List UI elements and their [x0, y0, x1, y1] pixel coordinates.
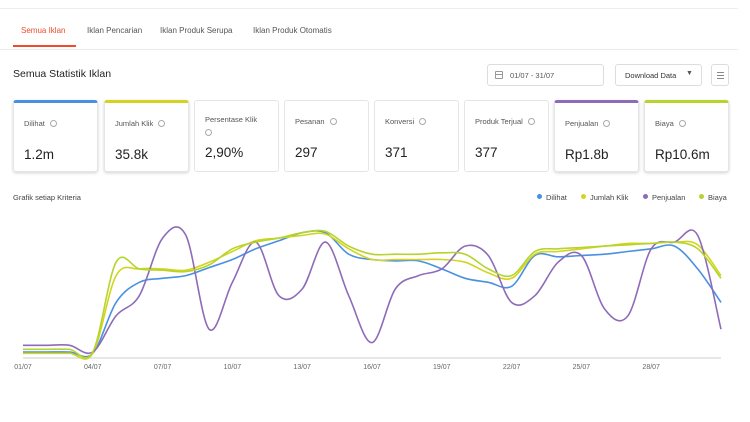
tab-iklan-produk-otomatis[interactable]: Iklan Produk Otomatis	[253, 26, 332, 35]
metric-card-persentase-klik[interactable]: Persentase Klik 2,90%	[194, 100, 279, 172]
metric-value: 2,90%	[205, 145, 244, 160]
tab-iklan-pencarian[interactable]: Iklan Pencarian	[87, 26, 143, 35]
series-line-biaya[interactable]	[23, 229, 722, 359]
section-title: Semua Statistik Iklan	[13, 68, 112, 80]
calendar-icon	[495, 71, 503, 79]
metric-label: Pesanan	[295, 116, 337, 127]
metric-label-text: Jumlah Klik	[115, 119, 154, 128]
metric-value: 297	[295, 145, 318, 160]
x-tick-label: 07/07	[154, 364, 172, 371]
legend-label: Biaya	[708, 193, 727, 202]
info-icon[interactable]	[49, 120, 57, 127]
metric-label-text: Konversi	[385, 117, 415, 126]
legend-item-biaya[interactable]: Biaya	[699, 193, 727, 202]
metric-label-text: Pesanan	[295, 117, 325, 126]
metric-value: Rp10.6m	[655, 147, 710, 162]
date-range-value: 01/07 - 31/07	[510, 71, 555, 80]
series-line-jumlah-klik[interactable]	[23, 232, 722, 360]
metric-label-text: Produk Terjual	[475, 117, 523, 126]
info-icon[interactable]	[678, 120, 686, 127]
download-data-button[interactable]: Download Data ▼	[615, 64, 702, 86]
info-icon[interactable]	[527, 118, 535, 125]
metric-card-konversi[interactable]: Konversi 371	[374, 100, 459, 172]
info-icon[interactable]	[603, 120, 611, 127]
metric-label-text: Biaya	[655, 119, 674, 128]
legend-item-dilihat[interactable]: Dilihat	[537, 193, 567, 202]
x-tick-label: 28/07	[642, 364, 660, 371]
metric-label: Biaya	[655, 118, 686, 129]
ads-tabs: Semua Iklan Iklan Pencarian Iklan Produk…	[0, 8, 738, 50]
legend-item-penjualan[interactable]: Penjualan	[643, 193, 685, 202]
info-icon[interactable]	[158, 120, 166, 127]
column-menu-button[interactable]	[711, 64, 729, 86]
active-tab-indicator	[13, 45, 76, 47]
metric-label-text: Penjualan	[565, 119, 599, 128]
chevron-down-icon: ▼	[686, 70, 693, 77]
info-icon[interactable]	[329, 118, 337, 125]
metric-label-text: Dilihat	[24, 119, 45, 128]
metric-value: 35.8k	[115, 147, 149, 162]
legend-label: Jumlah Klik	[590, 193, 629, 202]
legend-label: Dilihat	[546, 193, 567, 202]
legend-label: Penjualan	[652, 193, 686, 202]
x-tick-label: 04/07	[84, 364, 102, 371]
metric-label: Jumlah Klik	[115, 118, 166, 129]
menu-icon	[717, 72, 724, 73]
metric-value: 371	[385, 145, 408, 160]
metric-card-biaya[interactable]: Biaya Rp10.6m	[644, 100, 729, 172]
metric-label: Dilihat	[24, 118, 57, 129]
series-line-dilihat[interactable]	[22, 229, 722, 358]
chart-title: Grafik setiap Kriteria	[13, 193, 81, 202]
tab-iklan-produk-serupa[interactable]: Iklan Produk Serupa	[160, 26, 233, 35]
metric-value: Rp1.8b	[565, 147, 609, 162]
download-data-label: Download Data	[625, 71, 677, 80]
metric-label: Konversi	[385, 116, 427, 127]
x-tick-label: 10/07	[224, 364, 242, 371]
metric-card-pesanan[interactable]: Pesanan 297	[284, 100, 369, 172]
metric-value: 1.2m	[24, 147, 55, 162]
x-tick-label: 22/07	[503, 364, 521, 371]
metric-card-jumlah-klik[interactable]: Jumlah Klik 35.8k	[104, 100, 189, 172]
x-tick-label: 13/07	[293, 364, 311, 371]
series-line-penjualan[interactable]	[23, 226, 722, 354]
legend-dot	[581, 194, 586, 199]
info-icon[interactable]	[205, 129, 212, 136]
legend-dot	[537, 194, 542, 199]
metric-label: Penjualan	[565, 118, 611, 129]
legend-dot	[699, 194, 704, 199]
metric-label: Produk Terjual	[475, 116, 535, 127]
metric-card-produk-terjual[interactable]: Produk Terjual 377	[464, 100, 549, 172]
metric-label: Persentase Klik	[205, 115, 258, 124]
menu-icon-line	[717, 78, 724, 79]
x-tick-label: 19/07	[433, 364, 451, 371]
info-icon[interactable]	[419, 118, 427, 125]
metric-card-dilihat[interactable]: Dilihat 1.2m	[13, 100, 98, 172]
date-range-picker[interactable]: 01/07 - 31/07	[487, 64, 604, 86]
legend-item-jumlah-klik[interactable]: Jumlah Klik	[581, 193, 628, 202]
metric-card-penjualan[interactable]: Penjualan Rp1.8b	[554, 100, 639, 172]
tab-semua-iklan[interactable]: Semua Iklan	[21, 26, 66, 35]
metric-value: 377	[475, 145, 498, 160]
x-tick-label: 16/07	[363, 364, 381, 371]
legend-dot	[643, 194, 648, 199]
x-tick-label: 01/07	[14, 364, 32, 371]
x-tick-label: 25/07	[573, 364, 591, 371]
menu-icon-line	[717, 75, 724, 76]
